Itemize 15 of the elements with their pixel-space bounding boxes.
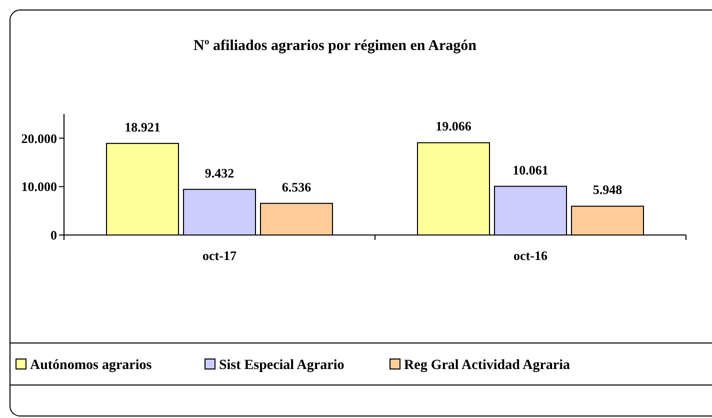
data-label: 19.066 xyxy=(436,118,472,134)
data-label: 18.921 xyxy=(124,119,160,134)
y-tick-label: 20.000 xyxy=(21,130,57,146)
x-tick-label: oct-17 xyxy=(202,248,237,263)
legend-label: Reg Gral Actividad Agraria xyxy=(404,358,570,373)
legend-label: Sist Especial Agrario xyxy=(219,358,344,373)
data-label: 10.061 xyxy=(512,162,548,178)
data-label: 9.432 xyxy=(204,165,234,180)
y-tick-label: 10.000 xyxy=(21,179,57,194)
chart-title: Nº afiliados agrarios por régimen en Aragón xyxy=(194,38,478,54)
y-tick-label: 0 xyxy=(50,228,57,243)
data-label: 6.536 xyxy=(282,179,312,194)
data-label: 5.948 xyxy=(592,182,623,198)
legend-label: Autónomos agrarios xyxy=(30,358,152,373)
x-tick-label: oct-16 xyxy=(514,248,548,263)
